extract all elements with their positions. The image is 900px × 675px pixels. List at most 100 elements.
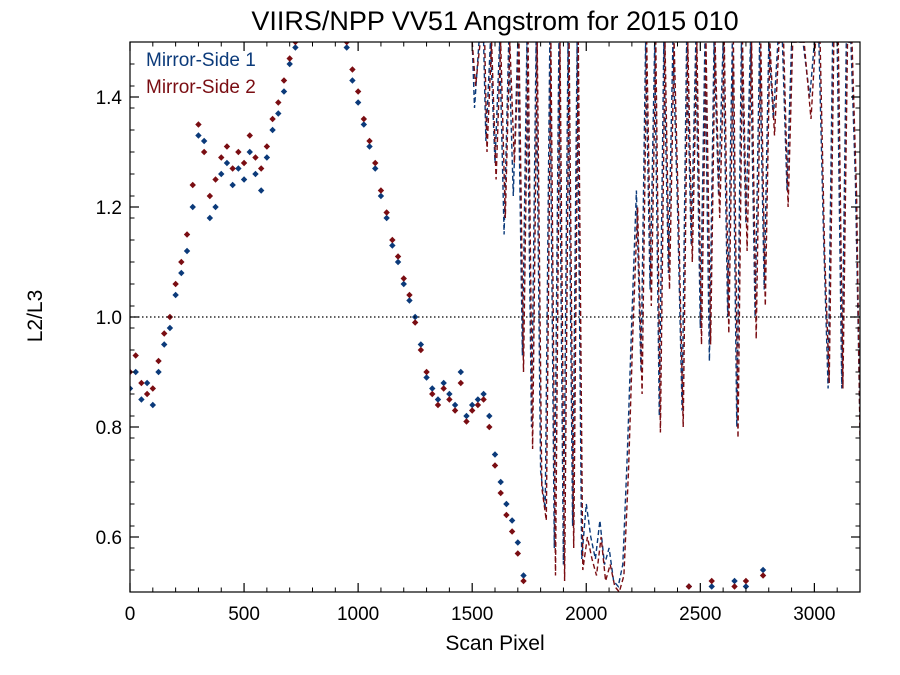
point-series-2-50	[457, 379, 464, 387]
point-series-2-37	[383, 209, 390, 216]
x-tick-label-1500: 1500	[451, 604, 493, 625]
point-series-1-55	[486, 412, 493, 420]
point-series-1-21	[246, 148, 253, 156]
point-series-1-39	[394, 258, 402, 266]
point-series-2-21	[246, 132, 253, 139]
x-tick-label-500: 500	[228, 604, 260, 625]
point-series-1-5	[155, 368, 162, 376]
point-series-2-36	[377, 187, 385, 194]
dashed-line-series-2	[471, 42, 860, 592]
point-series-1-15	[212, 203, 219, 211]
point-series-1-60	[514, 539, 522, 546]
point-series-2-52	[468, 407, 476, 414]
point-series-1-45	[429, 385, 436, 392]
point-series-1-66	[759, 566, 767, 574]
point-series-2-54	[480, 396, 487, 403]
point-series-1-1	[132, 368, 139, 376]
point-series-2-48	[446, 396, 453, 403]
point-series-1-50	[457, 368, 464, 376]
point-series-1-32	[354, 99, 362, 106]
point-series-1-41	[406, 297, 413, 304]
point-series-2-28	[286, 55, 293, 62]
point-series-1-65	[742, 583, 750, 590]
y-tick-label-1: 0.8	[96, 418, 122, 439]
point-series-2-41	[406, 291, 413, 299]
point-series-1-35	[372, 165, 379, 172]
point-series-1-37	[383, 214, 390, 222]
y-tick-label-3: 1.2	[96, 198, 122, 219]
point-series-2-19	[235, 148, 242, 156]
point-series-1-47	[440, 379, 447, 387]
point-series-2-12	[195, 121, 202, 128]
point-series-1-16	[218, 170, 225, 178]
point-series-2-64	[731, 583, 738, 590]
point-series-1-36	[377, 192, 385, 200]
point-series-2-13	[200, 148, 208, 156]
point-series-1-13	[200, 137, 208, 145]
y-axis-label: L2/L3	[24, 290, 47, 343]
point-series-2-10	[183, 231, 191, 238]
point-series-1-58	[503, 500, 510, 508]
point-series-2-4	[149, 385, 157, 392]
point-series-1-14	[206, 214, 214, 222]
point-series-1-33	[360, 121, 368, 128]
point-series-2-22	[252, 154, 259, 161]
point-series-2-59	[508, 528, 516, 535]
point-series-2-34	[366, 137, 373, 145]
point-series-1-2	[138, 396, 145, 403]
point-series-1-4	[149, 401, 157, 409]
point-series-2-20	[240, 159, 248, 167]
x-tick-label-2000: 2000	[565, 604, 607, 625]
point-series-2-33	[360, 115, 368, 123]
point-series-2-55	[486, 423, 493, 431]
point-series-1-31	[349, 77, 356, 84]
point-series-1-26	[275, 110, 282, 117]
point-series-1-57	[497, 478, 504, 486]
point-series-1-46	[434, 396, 442, 403]
point-series-2-43	[417, 346, 425, 354]
point-series-2-39	[394, 253, 402, 260]
axes: 0 500 1000 1500 2000 2500 3000 0.6 0.8 1.0 1.2 1.4	[96, 41, 861, 625]
point-series-2-29	[292, 42, 299, 46]
point-series-1-63	[708, 583, 715, 590]
point-series-2-65	[742, 577, 750, 585]
point-series-2-18	[229, 165, 236, 172]
point-series-1-11	[189, 203, 196, 211]
point-series-1-8	[172, 291, 179, 299]
point-series-1-22	[252, 170, 259, 178]
point-series-1-28	[286, 60, 293, 68]
point-series-1-7	[166, 324, 174, 332]
point-series-2-1	[132, 352, 139, 359]
point-series-2-45	[429, 390, 436, 398]
point-series-2-57	[497, 489, 504, 497]
point-series-2-14	[206, 192, 214, 200]
x-tick-label-0: 0	[125, 604, 136, 625]
point-series-2-3	[143, 390, 151, 398]
point-series-1-27	[280, 88, 288, 95]
point-series-2-51	[463, 418, 470, 425]
point-series-1-56	[491, 451, 499, 458]
point-series-2-16	[218, 154, 225, 161]
point-series-2-35	[372, 159, 379, 167]
y-tick-label-2: 1.0	[96, 308, 122, 329]
point-series-1-64	[731, 577, 738, 585]
point-series-1-6	[161, 341, 168, 348]
point-series-2-46	[434, 401, 442, 409]
point-series-1-23	[257, 187, 265, 194]
point-series-1-43	[417, 341, 425, 348]
scatter-points-layer	[130, 42, 767, 590]
x-axis-label: Scan Pixel	[445, 632, 544, 655]
point-series-1-52	[468, 401, 476, 409]
point-series-1-40	[400, 280, 407, 288]
point-series-2-6	[161, 330, 168, 337]
point-series-2-23	[257, 165, 265, 172]
point-series-2-32	[354, 88, 362, 95]
point-series-2-40	[400, 275, 407, 282]
legend: Mirror-Side 1 Mirror-Side 2	[146, 50, 256, 98]
point-series-2-30	[343, 42, 350, 46]
point-series-1-53	[474, 396, 482, 403]
point-series-2-5	[155, 357, 162, 365]
point-series-1-9	[178, 269, 185, 277]
x-tick-label-3000: 3000	[793, 604, 835, 625]
